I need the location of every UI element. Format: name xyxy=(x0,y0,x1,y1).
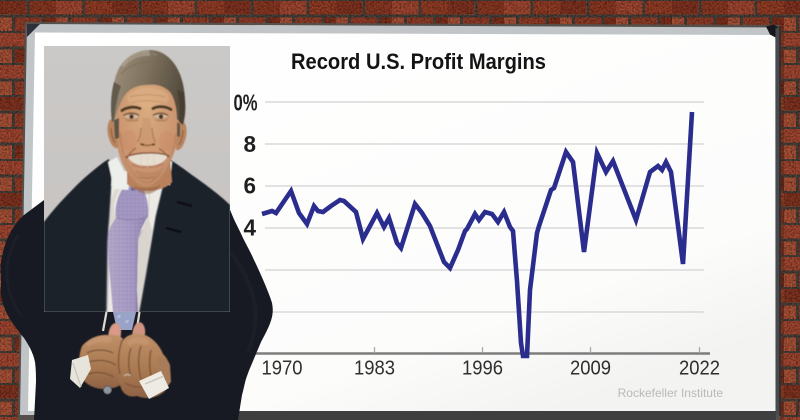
svg-text:2022: 2022 xyxy=(679,358,720,380)
svg-text:Record U.S. Profit Margins: Record U.S. Profit Margins xyxy=(291,49,546,74)
svg-text:1996: 1996 xyxy=(462,358,503,380)
svg-text:1970: 1970 xyxy=(262,358,303,380)
svg-text:6: 6 xyxy=(244,173,257,199)
svg-text:2009: 2009 xyxy=(570,358,611,380)
svg-text:0%: 0% xyxy=(234,90,258,116)
svg-text:4: 4 xyxy=(244,215,257,241)
svg-text:8: 8 xyxy=(244,131,257,157)
svg-text:Rockefeller Institute: Rockefeller Institute xyxy=(618,386,724,400)
svg-text:1983: 1983 xyxy=(354,358,395,380)
